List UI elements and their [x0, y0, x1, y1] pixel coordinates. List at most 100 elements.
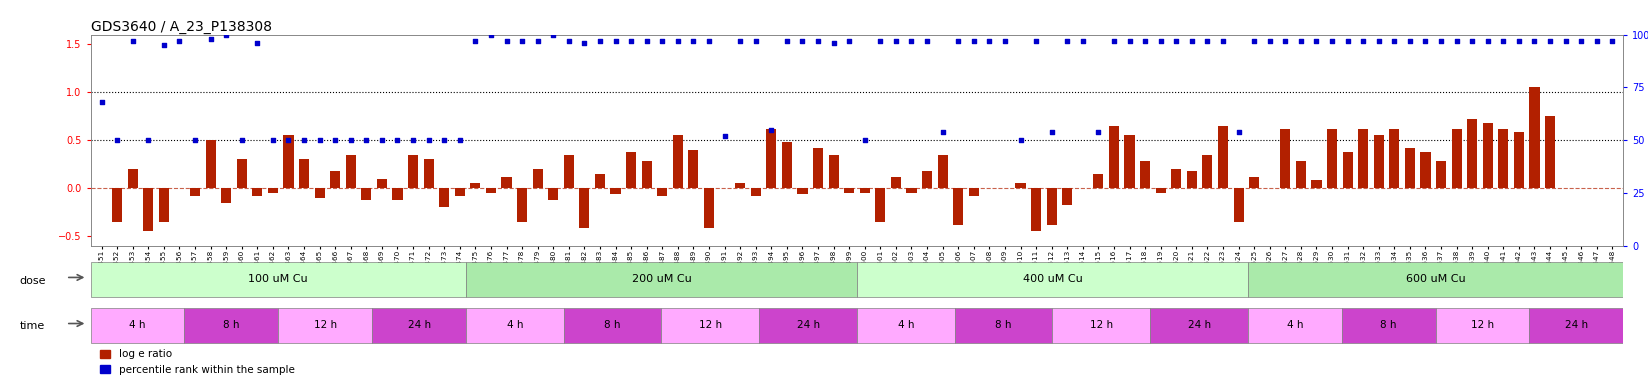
FancyBboxPatch shape — [564, 308, 661, 343]
Point — [1304, 38, 1330, 44]
Bar — [766, 129, 776, 188]
Point — [1070, 38, 1096, 44]
Bar — [1529, 88, 1539, 188]
Bar — [921, 171, 933, 188]
Point — [213, 31, 239, 38]
Point — [1241, 38, 1267, 44]
Point — [1427, 38, 1454, 44]
FancyBboxPatch shape — [1248, 262, 1623, 297]
Text: 400 uM Cu: 400 uM Cu — [1022, 274, 1083, 285]
Bar — [1155, 188, 1165, 193]
Legend: log e ratio, percentile rank within the sample: log e ratio, percentile rank within the … — [96, 345, 298, 379]
Point — [1490, 38, 1516, 44]
Bar — [1327, 129, 1337, 188]
Point — [244, 40, 270, 46]
Text: 100 uM Cu: 100 uM Cu — [249, 274, 308, 285]
FancyBboxPatch shape — [91, 262, 466, 297]
Bar — [1452, 129, 1462, 188]
Point — [1256, 38, 1282, 44]
Bar — [424, 159, 433, 188]
Point — [181, 137, 208, 143]
FancyBboxPatch shape — [760, 308, 857, 343]
Bar — [409, 155, 419, 188]
Point — [603, 38, 630, 44]
Bar — [829, 155, 839, 188]
Bar — [1249, 177, 1259, 188]
Point — [555, 38, 582, 44]
Bar — [158, 188, 168, 222]
Bar — [1063, 188, 1073, 205]
Point — [1007, 137, 1033, 143]
Bar — [1295, 161, 1305, 188]
Text: 4 h: 4 h — [506, 320, 522, 331]
FancyBboxPatch shape — [466, 308, 564, 343]
Bar — [1546, 116, 1556, 188]
Bar — [1312, 180, 1322, 188]
Point — [1444, 38, 1470, 44]
Bar — [844, 188, 854, 193]
Point — [649, 38, 676, 44]
Bar — [237, 159, 247, 188]
Text: 8 h: 8 h — [222, 320, 239, 331]
Point — [915, 38, 941, 44]
Point — [260, 137, 287, 143]
Bar — [112, 188, 122, 222]
Point — [1195, 38, 1221, 44]
Point — [1084, 129, 1111, 135]
Bar — [252, 188, 262, 196]
Bar — [377, 179, 387, 188]
Point — [712, 133, 738, 139]
Bar — [906, 188, 916, 193]
FancyBboxPatch shape — [661, 308, 760, 343]
Bar — [626, 152, 636, 188]
Point — [447, 137, 473, 143]
FancyBboxPatch shape — [857, 262, 1248, 297]
Point — [478, 31, 504, 38]
Bar — [860, 188, 870, 193]
Bar — [658, 188, 667, 196]
Point — [1381, 38, 1407, 44]
FancyBboxPatch shape — [1053, 308, 1150, 343]
Bar — [206, 140, 216, 188]
Bar — [969, 188, 979, 196]
Point — [1287, 38, 1313, 44]
Point — [1038, 129, 1065, 135]
Point — [135, 137, 162, 143]
Bar — [1032, 188, 1042, 231]
Point — [493, 38, 519, 44]
Bar — [798, 188, 808, 194]
Bar — [875, 188, 885, 222]
Point — [353, 137, 379, 143]
Bar — [1124, 136, 1134, 188]
Point — [1366, 38, 1393, 44]
Point — [1584, 38, 1610, 44]
FancyBboxPatch shape — [372, 308, 466, 343]
Bar — [812, 148, 822, 188]
Point — [773, 38, 799, 44]
Point — [1475, 38, 1501, 44]
Bar — [892, 177, 901, 188]
Point — [1538, 38, 1564, 44]
FancyBboxPatch shape — [185, 308, 279, 343]
Point — [1101, 38, 1127, 44]
Point — [961, 38, 987, 44]
Point — [727, 38, 753, 44]
Bar — [781, 142, 793, 188]
Bar — [938, 155, 948, 188]
Bar — [1172, 169, 1182, 188]
Text: time: time — [20, 321, 44, 331]
Text: 12 h: 12 h — [1089, 320, 1112, 331]
Text: GDS3640 / A_23_P138308: GDS3640 / A_23_P138308 — [91, 20, 272, 33]
Point — [1335, 38, 1361, 44]
Point — [821, 40, 847, 46]
Bar — [470, 184, 481, 188]
Point — [1210, 38, 1236, 44]
Point — [1178, 38, 1205, 44]
Point — [524, 38, 550, 44]
Point — [1506, 38, 1533, 44]
Bar — [455, 188, 465, 196]
Bar — [1421, 152, 1430, 188]
FancyBboxPatch shape — [1435, 308, 1529, 343]
Bar — [1343, 152, 1353, 188]
Point — [1055, 38, 1081, 44]
